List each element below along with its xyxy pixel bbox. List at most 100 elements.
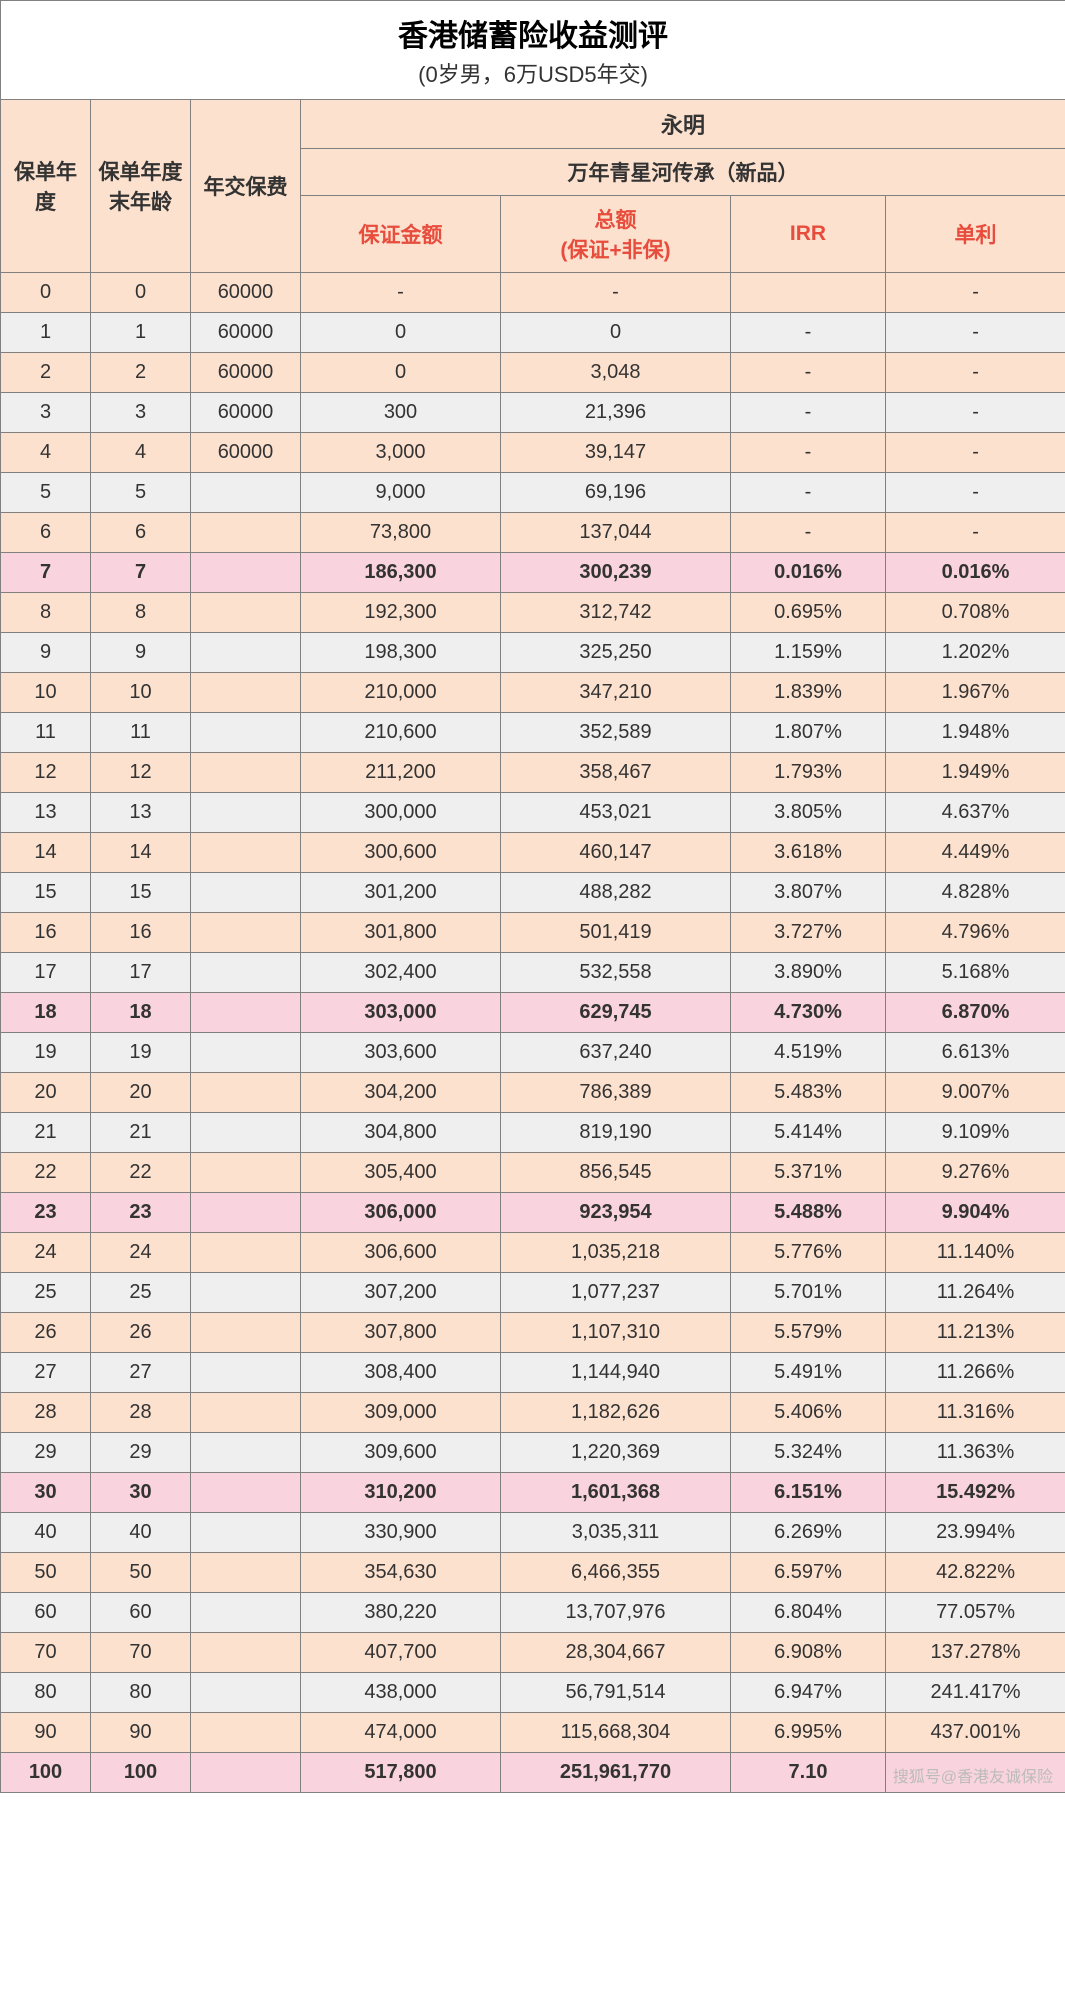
- cell-irr: 3.807%: [731, 873, 886, 913]
- table-header: 香港储蓄险收益测评 (0岁男，6万USD5年交) 保单年度 保单年度末年龄 年交…: [1, 1, 1065, 273]
- cell-total: 312,742: [501, 593, 731, 633]
- page-subtitle: (0岁男，6万USD5年交): [1, 57, 1065, 100]
- cell-guaranteed: 310,200: [301, 1473, 501, 1513]
- cell-age: 8: [91, 593, 191, 633]
- cell-guaranteed: 303,000: [301, 993, 501, 1033]
- hdr-guaranteed: 保证金额: [301, 196, 501, 273]
- cell-policy-year: 28: [1, 1393, 91, 1433]
- cell-simple: -: [886, 473, 1065, 513]
- cell-simple: 1.202%: [886, 633, 1065, 673]
- cell-guaranteed: 303,600: [301, 1033, 501, 1073]
- cell-simple: 42.822%: [886, 1553, 1065, 1593]
- table-body: 0060000---116000000--226000003,048--3360…: [1, 273, 1065, 1793]
- cell-policy-year: 13: [1, 793, 91, 833]
- cell-irr: [731, 273, 886, 313]
- table-row: 226000003,048--: [1, 353, 1065, 393]
- cell-premium: [191, 633, 301, 673]
- cell-age: 23: [91, 1193, 191, 1233]
- cell-total: 786,389: [501, 1073, 731, 1113]
- cell-premium: [191, 953, 301, 993]
- cell-irr: -: [731, 353, 886, 393]
- cell-premium: [191, 513, 301, 553]
- cell-simple: 4.796%: [886, 913, 1065, 953]
- cell-irr: 4.519%: [731, 1033, 886, 1073]
- cell-premium: 60000: [191, 313, 301, 353]
- cell-irr: -: [731, 393, 886, 433]
- cell-guaranteed: 73,800: [301, 513, 501, 553]
- cell-guaranteed: 309,000: [301, 1393, 501, 1433]
- cell-policy-year: 21: [1, 1113, 91, 1153]
- cell-age: 40: [91, 1513, 191, 1553]
- hdr-policy-year: 保单年度: [1, 100, 91, 273]
- cell-irr: 5.483%: [731, 1073, 886, 1113]
- table-row: 100100517,800251,961,7707.10: [1, 1753, 1065, 1793]
- cell-total: 28,304,667: [501, 1633, 731, 1673]
- cell-premium: [191, 1433, 301, 1473]
- cell-guaranteed: 302,400: [301, 953, 501, 993]
- cell-guaranteed: 308,400: [301, 1353, 501, 1393]
- cell-policy-year: 7: [1, 553, 91, 593]
- cell-age: 0: [91, 273, 191, 313]
- table-row: 44600003,00039,147--: [1, 433, 1065, 473]
- cell-policy-year: 29: [1, 1433, 91, 1473]
- cell-premium: [191, 873, 301, 913]
- cell-simple: 1.967%: [886, 673, 1065, 713]
- cell-total: 6,466,355: [501, 1553, 731, 1593]
- cell-total: 325,250: [501, 633, 731, 673]
- table-row: 6673,800137,044--: [1, 513, 1065, 553]
- cell-simple: 11.213%: [886, 1313, 1065, 1353]
- cell-simple: -: [886, 313, 1065, 353]
- cell-guaranteed: 192,300: [301, 593, 501, 633]
- cell-total: 629,745: [501, 993, 731, 1033]
- table-row: 2525307,2001,077,2375.701%11.264%: [1, 1273, 1065, 1313]
- cell-irr: 7.10: [731, 1753, 886, 1793]
- table-row: 2626307,8001,107,3105.579%11.213%: [1, 1313, 1065, 1353]
- cell-total: 1,107,310: [501, 1313, 731, 1353]
- cell-premium: [191, 673, 301, 713]
- cell-guaranteed: 301,800: [301, 913, 501, 953]
- cell-policy-year: 8: [1, 593, 91, 633]
- cell-total: 0: [501, 313, 731, 353]
- cell-guaranteed: 307,800: [301, 1313, 501, 1353]
- cell-total: 115,668,304: [501, 1713, 731, 1753]
- cell-guaranteed: 330,900: [301, 1513, 501, 1553]
- cell-simple: 6.613%: [886, 1033, 1065, 1073]
- cell-policy-year: 16: [1, 913, 91, 953]
- table-row: 1111210,600352,5891.807%1.948%: [1, 713, 1065, 753]
- cell-guaranteed: 3,000: [301, 433, 501, 473]
- cell-policy-year: 20: [1, 1073, 91, 1113]
- table-row: 7070407,70028,304,6676.908%137.278%: [1, 1633, 1065, 1673]
- cell-simple: 4.828%: [886, 873, 1065, 913]
- cell-age: 50: [91, 1553, 191, 1593]
- cell-policy-year: 19: [1, 1033, 91, 1073]
- cell-policy-year: 22: [1, 1153, 91, 1193]
- cell-simple: 0.016%: [886, 553, 1065, 593]
- cell-simple: 5.168%: [886, 953, 1065, 993]
- table-row: 559,00069,196--: [1, 473, 1065, 513]
- cell-irr: -: [731, 313, 886, 353]
- cell-guaranteed: 309,600: [301, 1433, 501, 1473]
- cell-guaranteed: 354,630: [301, 1553, 501, 1593]
- cell-premium: [191, 1593, 301, 1633]
- cell-premium: [191, 1273, 301, 1313]
- table-row: 116000000--: [1, 313, 1065, 353]
- cell-total: 137,044: [501, 513, 731, 553]
- table-row: 1515301,200488,2823.807%4.828%: [1, 873, 1065, 913]
- cell-premium: [191, 1153, 301, 1193]
- table-row: 2929309,6001,220,3695.324%11.363%: [1, 1433, 1065, 1473]
- cell-total: 488,282: [501, 873, 731, 913]
- cell-policy-year: 0: [1, 273, 91, 313]
- cell-simple: 4.449%: [886, 833, 1065, 873]
- cell-premium: [191, 1193, 301, 1233]
- cell-policy-year: 23: [1, 1193, 91, 1233]
- cell-premium: [191, 1313, 301, 1353]
- cell-guaranteed: 198,300: [301, 633, 501, 673]
- table-row: 88192,300312,7420.695%0.708%: [1, 593, 1065, 633]
- cell-irr: 3.618%: [731, 833, 886, 873]
- cell-irr: 6.597%: [731, 1553, 886, 1593]
- table-row: 1212211,200358,4671.793%1.949%: [1, 753, 1065, 793]
- cell-simple: 6.870%: [886, 993, 1065, 1033]
- cell-policy-year: 9: [1, 633, 91, 673]
- cell-age: 20: [91, 1073, 191, 1113]
- table-row: 77186,300300,2390.016%0.016%: [1, 553, 1065, 593]
